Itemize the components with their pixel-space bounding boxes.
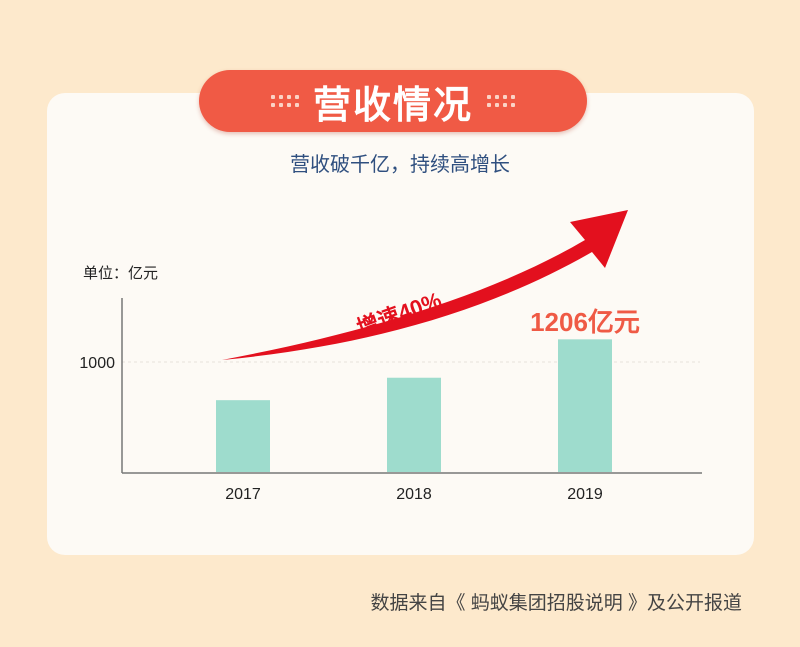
bar-2017 <box>216 400 270 472</box>
bar-2018 <box>387 377 441 472</box>
x-tick-label: 2019 <box>567 486 603 503</box>
title-banner: 营收情况 <box>199 70 587 132</box>
x-tick-label: 2017 <box>225 486 261 503</box>
bar-2019 <box>558 339 612 472</box>
unit-label: 单位：亿元 <box>83 265 159 282</box>
x-tick-label: 2018 <box>396 486 432 503</box>
source-note: 数据来自《 蚂蚁集团招股说明 》及公开报道 <box>370 593 742 614</box>
dots-decoration-icon <box>270 95 299 107</box>
dots-decoration-icon <box>487 95 515 107</box>
growth-label: 增速40% <box>353 287 444 341</box>
page-title: 营收情况 <box>312 84 473 127</box>
subtitle: 营收破千亿，持续高增长 <box>290 154 510 176</box>
growth-arrow-icon <box>222 210 628 360</box>
highlight-label: 1206亿元 <box>530 307 640 337</box>
y-tick-label: 1000 <box>79 355 115 372</box>
